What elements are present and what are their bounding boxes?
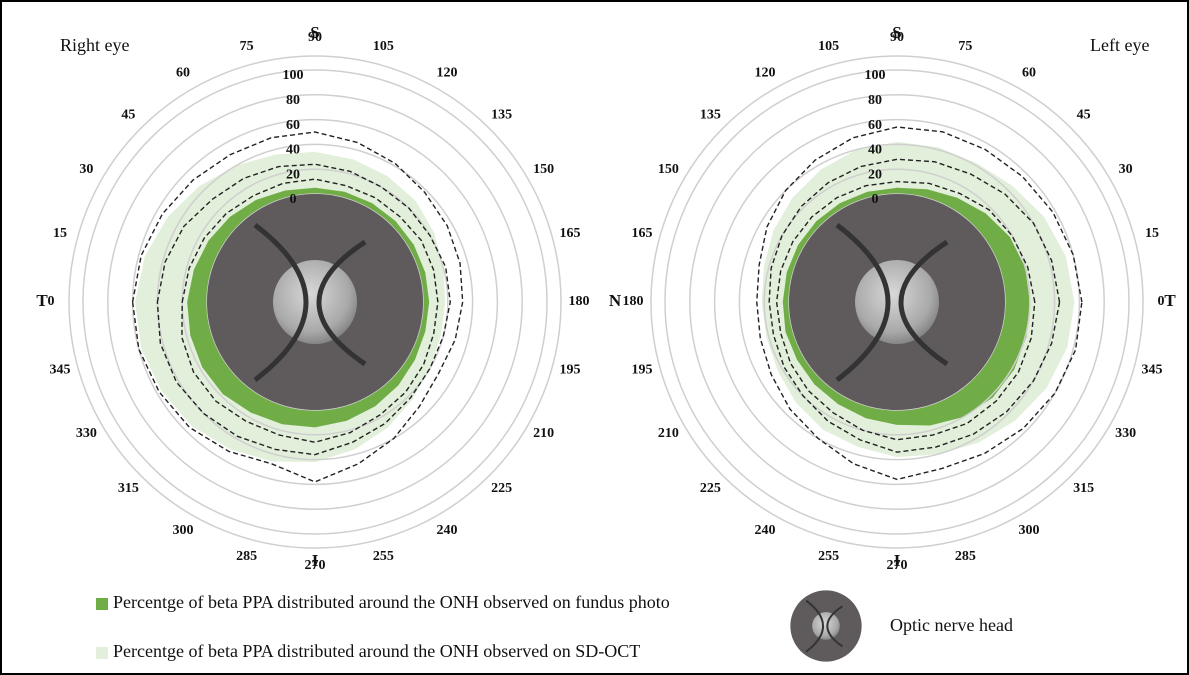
r-tick-label: 100: [865, 68, 886, 83]
chart-title: Right eye: [60, 35, 130, 55]
angle-label: 120: [437, 66, 458, 81]
angle-label: 105: [373, 39, 394, 54]
onh-cup: [855, 260, 939, 344]
legend-label: Percentge of beta PPA distributed around…: [113, 592, 670, 612]
r-tick-label: 20: [286, 167, 300, 182]
angle-label: 150: [533, 162, 554, 177]
angle-label: 225: [700, 481, 721, 496]
angle-label: 180: [569, 294, 590, 309]
onh-legend-label: Optic nerve head: [890, 615, 1013, 635]
angle-label: 330: [76, 426, 97, 441]
temporal-label: T: [36, 291, 48, 310]
superior-label: S: [310, 23, 319, 42]
r-tick-label: 20: [868, 167, 882, 182]
angle-label: 60: [1022, 66, 1036, 81]
angle-label: 255: [373, 549, 394, 564]
angle-label: 210: [533, 426, 554, 441]
angle-label: 210: [658, 426, 679, 441]
angle-label: 240: [755, 523, 776, 538]
angle-label: 75: [240, 39, 254, 54]
r-tick-label: 80: [868, 93, 882, 108]
legend-swatch: [96, 647, 108, 659]
angle-label: 60: [176, 66, 190, 81]
r-tick-label: 80: [286, 93, 300, 108]
angle-label: 330: [1115, 426, 1136, 441]
angle-label: 120: [755, 66, 776, 81]
angle-label: 300: [1019, 523, 1040, 538]
angle-label: 195: [631, 363, 652, 378]
optic-nerve-head: [790, 590, 861, 661]
angle-label: 195: [560, 363, 581, 378]
angle-label: 180: [623, 294, 644, 309]
inferior-label: I: [894, 551, 901, 570]
angle-label: 225: [491, 481, 512, 496]
optic-nerve-head: [789, 194, 1005, 410]
r-tick-label: 60: [868, 118, 882, 133]
angle-label: 135: [491, 108, 512, 123]
superior-label: S: [892, 23, 901, 42]
angle-label: 165: [560, 226, 581, 241]
angle-label: 45: [1077, 108, 1091, 123]
chart-title: Left eye: [1090, 35, 1149, 55]
angle-label: 345: [1142, 363, 1163, 378]
angle-label: 30: [1119, 162, 1133, 177]
r-tick-label: 0: [290, 192, 297, 207]
angle-label: 285: [236, 549, 257, 564]
angle-label: 105: [818, 39, 839, 54]
angle-label: 255: [818, 549, 839, 564]
angle-label: 30: [79, 162, 93, 177]
angle-label: 15: [1145, 226, 1159, 241]
angle-label: 165: [631, 226, 652, 241]
r-tick-label: 0: [872, 192, 879, 207]
onh-cup: [812, 612, 840, 640]
r-tick-label: 100: [283, 68, 304, 83]
nasal-label: N: [609, 291, 622, 310]
angle-label: 345: [49, 363, 70, 378]
angle-label: 240: [437, 523, 458, 538]
legend-label: Percentge of beta PPA distributed around…: [113, 641, 640, 661]
onh-cup: [273, 260, 357, 344]
angle-label: 0: [48, 294, 55, 309]
inferior-label: I: [312, 551, 319, 570]
angle-label: 315: [1073, 481, 1094, 496]
r-tick-label: 60: [286, 118, 300, 133]
angle-label: 135: [700, 108, 721, 123]
angle-label: 75: [958, 39, 972, 54]
r-tick-label: 40: [868, 143, 882, 158]
angle-label: 150: [658, 162, 679, 177]
angle-label: 315: [118, 481, 139, 496]
figure: N Optic nerve head 0 20 40 60 80 100 0 15 30 45 60…: [0, 0, 1189, 675]
angle-label: 300: [173, 523, 194, 538]
angle-label: 15: [53, 226, 67, 241]
angle-label: 285: [955, 549, 976, 564]
legend-swatch: [96, 598, 108, 610]
temporal-label: T: [1164, 291, 1176, 310]
r-tick-label: 40: [286, 143, 300, 158]
angle-label: 45: [121, 108, 135, 123]
optic-nerve-head: [207, 194, 423, 410]
